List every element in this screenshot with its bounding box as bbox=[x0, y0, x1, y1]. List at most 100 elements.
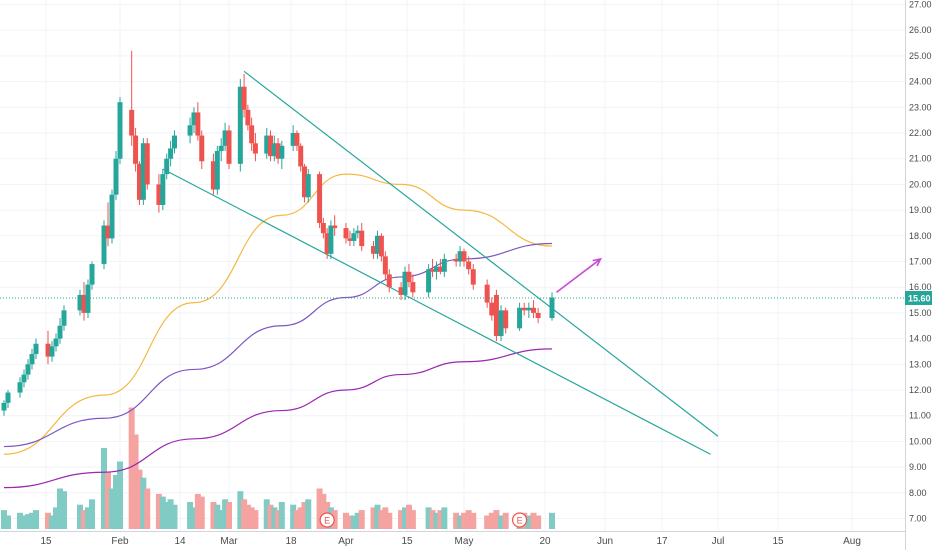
price-tick-label: 9.00 bbox=[909, 462, 927, 472]
candle-body bbox=[441, 258, 447, 272]
candle bbox=[437, 258, 443, 275]
earnings-marker-label: E bbox=[517, 516, 523, 526]
candle-body bbox=[521, 307, 527, 311]
volume-bar bbox=[210, 502, 217, 529]
volume-bar bbox=[484, 515, 491, 529]
volume-bar bbox=[128, 407, 135, 529]
candle-body bbox=[305, 174, 311, 198]
price-tick-label: 19.00 bbox=[909, 205, 932, 215]
volume-bar bbox=[343, 512, 349, 529]
earnings-marker-circle bbox=[511, 512, 528, 528]
candle-body bbox=[386, 274, 392, 288]
candle-body bbox=[466, 261, 472, 270]
volume-bar bbox=[45, 512, 51, 529]
volume-bar bbox=[316, 488, 323, 529]
volume-bar bbox=[214, 504, 221, 529]
volume-bar bbox=[382, 507, 389, 529]
candle-body bbox=[378, 235, 384, 257]
candle-body bbox=[470, 269, 476, 285]
candle bbox=[521, 302, 527, 316]
candle bbox=[410, 274, 416, 298]
candle-body bbox=[301, 166, 307, 198]
candle bbox=[298, 143, 304, 172]
candle bbox=[268, 130, 274, 162]
candle bbox=[109, 189, 115, 244]
last-price-value: 15.60 bbox=[908, 293, 931, 303]
candle-body bbox=[371, 246, 377, 254]
volume-bar bbox=[429, 510, 436, 529]
time-tick-label: 14 bbox=[174, 536, 186, 547]
earnings-marker-label: E bbox=[324, 516, 330, 526]
candle bbox=[33, 338, 39, 360]
candle-body bbox=[53, 338, 59, 347]
volume-bar bbox=[354, 512, 361, 529]
volume-bar bbox=[278, 502, 285, 529]
candle bbox=[328, 220, 334, 259]
price-tick-label: 14.00 bbox=[909, 334, 932, 344]
candle-body bbox=[517, 307, 523, 329]
candle-body bbox=[249, 125, 255, 144]
candle bbox=[168, 140, 174, 167]
candle bbox=[526, 302, 532, 319]
candle-body bbox=[279, 145, 285, 159]
candle bbox=[45, 330, 51, 365]
candle bbox=[359, 222, 365, 252]
candle-body bbox=[241, 86, 247, 110]
candle-body bbox=[426, 269, 432, 293]
volume-bar bbox=[163, 502, 170, 529]
volume-bar bbox=[222, 499, 229, 529]
time-tick-label: Mar bbox=[220, 536, 238, 547]
candle bbox=[320, 217, 326, 239]
volume-bar bbox=[252, 510, 259, 529]
volume-bar bbox=[437, 510, 444, 529]
time-tick-label: Jun bbox=[597, 536, 613, 547]
volume-bar bbox=[493, 510, 500, 529]
volume-bar bbox=[144, 488, 151, 529]
last-price-badge bbox=[905, 290, 932, 305]
volume-bar bbox=[350, 515, 357, 529]
candle bbox=[136, 161, 142, 205]
time-axis[interactable]: 15 Feb 14 Mar 18 Apr 15 May 20 Jun 17 Jul 15 Aug bbox=[0, 531, 905, 550]
volume-bar bbox=[425, 507, 432, 529]
candle-body bbox=[172, 135, 177, 149]
volume-bar bbox=[171, 504, 178, 529]
candle bbox=[129, 50, 135, 146]
candle-body bbox=[526, 307, 532, 311]
candle bbox=[222, 122, 228, 151]
volume-bar bbox=[140, 477, 147, 529]
candle-body bbox=[195, 112, 201, 136]
candle bbox=[61, 305, 67, 331]
volume-bar bbox=[402, 507, 408, 529]
candle bbox=[489, 297, 495, 321]
candle bbox=[470, 264, 476, 290]
price-tick-label: 25.00 bbox=[909, 51, 932, 61]
candle bbox=[237, 79, 243, 172]
candle bbox=[493, 289, 499, 342]
candle-body bbox=[85, 284, 91, 313]
candle bbox=[172, 130, 177, 154]
candle-body bbox=[191, 112, 197, 126]
candle-body bbox=[210, 161, 216, 190]
candle bbox=[117, 97, 123, 164]
candle bbox=[406, 264, 412, 288]
candle bbox=[279, 140, 285, 169]
price-axis[interactable]: 27.00 26.00 25.00 24.00 23.00 22.00 21.00 20.00… bbox=[905, 0, 932, 550]
candle bbox=[101, 220, 107, 270]
projection-arrow-head bbox=[592, 257, 603, 267]
candle bbox=[271, 135, 277, 162]
volume-bar bbox=[525, 515, 532, 529]
candle bbox=[374, 230, 380, 259]
price-tick-label: 12.00 bbox=[909, 385, 932, 395]
price-tick-label: 15.00 bbox=[909, 308, 932, 318]
volume-bar bbox=[21, 515, 27, 529]
volume-bar bbox=[293, 510, 300, 529]
candle-body bbox=[355, 230, 361, 234]
candle bbox=[49, 341, 55, 362]
price-tick-label: 27.00 bbox=[909, 0, 932, 10]
volume-bar bbox=[320, 493, 327, 529]
candle-body bbox=[101, 225, 107, 265]
volume-bar bbox=[226, 502, 232, 529]
candle bbox=[57, 318, 63, 344]
